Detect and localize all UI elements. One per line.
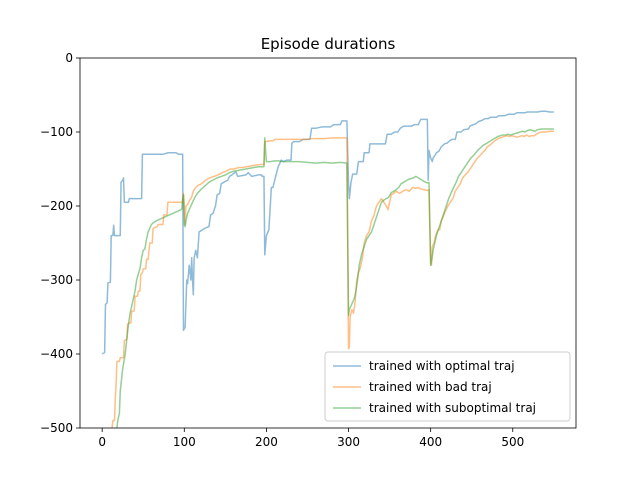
series-layer (101, 110, 554, 428)
series-line-1 (111, 130, 554, 428)
legend-label-1: trained with bad traj (369, 380, 492, 394)
series-line-0 (101, 110, 554, 355)
series-line-2 (116, 128, 554, 428)
x-tick-label-3: 300 (337, 435, 360, 449)
y-tick-label-2: −200 (40, 199, 73, 213)
x-tick-label-5: 500 (501, 435, 524, 449)
legend-label-2: trained with suboptimal traj (369, 401, 536, 415)
legend-box (324, 351, 571, 422)
y-tick-label-5: −500 (40, 421, 73, 435)
y-tick-label-4: −400 (40, 347, 73, 361)
y-tick-label-3: −300 (40, 273, 73, 287)
y-tick-label-0: 0 (65, 51, 73, 65)
y-tick-label-1: −100 (40, 125, 73, 139)
x-tick-label-1: 100 (173, 435, 196, 449)
x-tick-label-2: 200 (255, 435, 278, 449)
x-tick-label-0: 0 (98, 435, 106, 449)
legend: trained with optimal traj trained with ba… (324, 351, 571, 422)
plot-area (101, 110, 554, 428)
x-tick-label-4: 400 (419, 435, 442, 449)
legend-label-0: trained with optimal traj (369, 359, 515, 373)
chart-title: Episode durations (261, 35, 396, 53)
plot-frame (79, 57, 577, 429)
y-axis: 0 −100 −200 −300 −400 −500 (40, 51, 80, 435)
x-axis: 0 100 200 300 400 500 (98, 428, 524, 449)
